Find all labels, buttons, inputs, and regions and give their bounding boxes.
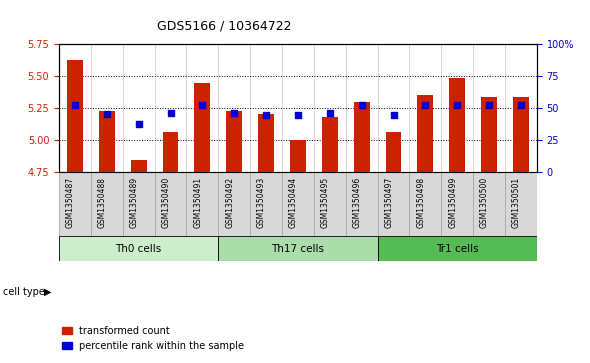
Text: GSM1350500: GSM1350500 [480, 177, 489, 228]
Text: GSM1350497: GSM1350497 [385, 177, 394, 228]
Text: GSM1350487: GSM1350487 [66, 177, 75, 228]
Bar [195, 83, 210, 172]
Text: ▶: ▶ [44, 287, 51, 297]
Text: Th17 cells: Th17 cells [271, 244, 325, 253]
Bar [186, 172, 218, 236]
Bar [450, 78, 465, 172]
Bar [59, 172, 91, 236]
Text: GSM1350501: GSM1350501 [512, 177, 521, 228]
Text: GSM1350489: GSM1350489 [130, 177, 139, 228]
Bar [473, 172, 505, 236]
Text: GSM1350498: GSM1350498 [417, 177, 425, 228]
Bar [513, 97, 529, 172]
Point [516, 102, 526, 108]
Point [198, 102, 207, 108]
Text: Th0 cells: Th0 cells [116, 244, 162, 253]
Bar [123, 172, 155, 236]
Bar [505, 172, 537, 236]
Text: GSM1350499: GSM1350499 [448, 177, 457, 228]
Point [453, 102, 462, 108]
Point [484, 102, 494, 108]
Bar [218, 236, 378, 261]
Bar [258, 114, 274, 172]
Bar [282, 172, 314, 236]
Point [70, 102, 80, 108]
Point [325, 110, 335, 116]
Text: GSM1350493: GSM1350493 [257, 177, 266, 228]
Text: GDS5166 / 10364722: GDS5166 / 10364722 [157, 20, 291, 33]
Bar [155, 172, 186, 236]
Bar [131, 160, 146, 172]
Bar [290, 140, 306, 172]
Text: GSM1350496: GSM1350496 [353, 177, 362, 228]
Point [166, 110, 175, 116]
Bar [67, 60, 83, 172]
Text: GSM1350491: GSM1350491 [194, 177, 202, 228]
Point [134, 121, 143, 127]
Point [230, 110, 239, 116]
Point [357, 102, 366, 108]
Bar [346, 172, 378, 236]
Point [389, 113, 398, 118]
Bar [418, 95, 433, 172]
Bar [378, 236, 537, 261]
Point [102, 111, 112, 117]
Bar [481, 97, 497, 172]
Text: GSM1350494: GSM1350494 [289, 177, 298, 228]
Legend: transformed count, percentile rank within the sample: transformed count, percentile rank withi… [58, 322, 248, 355]
Text: GSM1350490: GSM1350490 [162, 177, 171, 228]
Bar [378, 172, 409, 236]
Bar [314, 172, 346, 236]
Bar [59, 236, 218, 261]
Bar [91, 172, 123, 236]
Bar [99, 111, 114, 172]
Bar [227, 111, 242, 172]
Bar [322, 117, 337, 172]
Bar [353, 102, 369, 172]
Bar [441, 172, 473, 236]
Text: GSM1350488: GSM1350488 [98, 177, 107, 228]
Text: Tr1 cells: Tr1 cells [436, 244, 478, 253]
Point [261, 113, 271, 118]
Point [293, 113, 303, 118]
Text: GSM1350492: GSM1350492 [225, 177, 234, 228]
Bar [386, 132, 401, 172]
Bar [250, 172, 282, 236]
Bar [409, 172, 441, 236]
Bar [163, 132, 179, 172]
Text: cell type: cell type [3, 287, 45, 297]
Text: GSM1350495: GSM1350495 [321, 177, 330, 228]
Bar [218, 172, 250, 236]
Point [421, 102, 430, 108]
